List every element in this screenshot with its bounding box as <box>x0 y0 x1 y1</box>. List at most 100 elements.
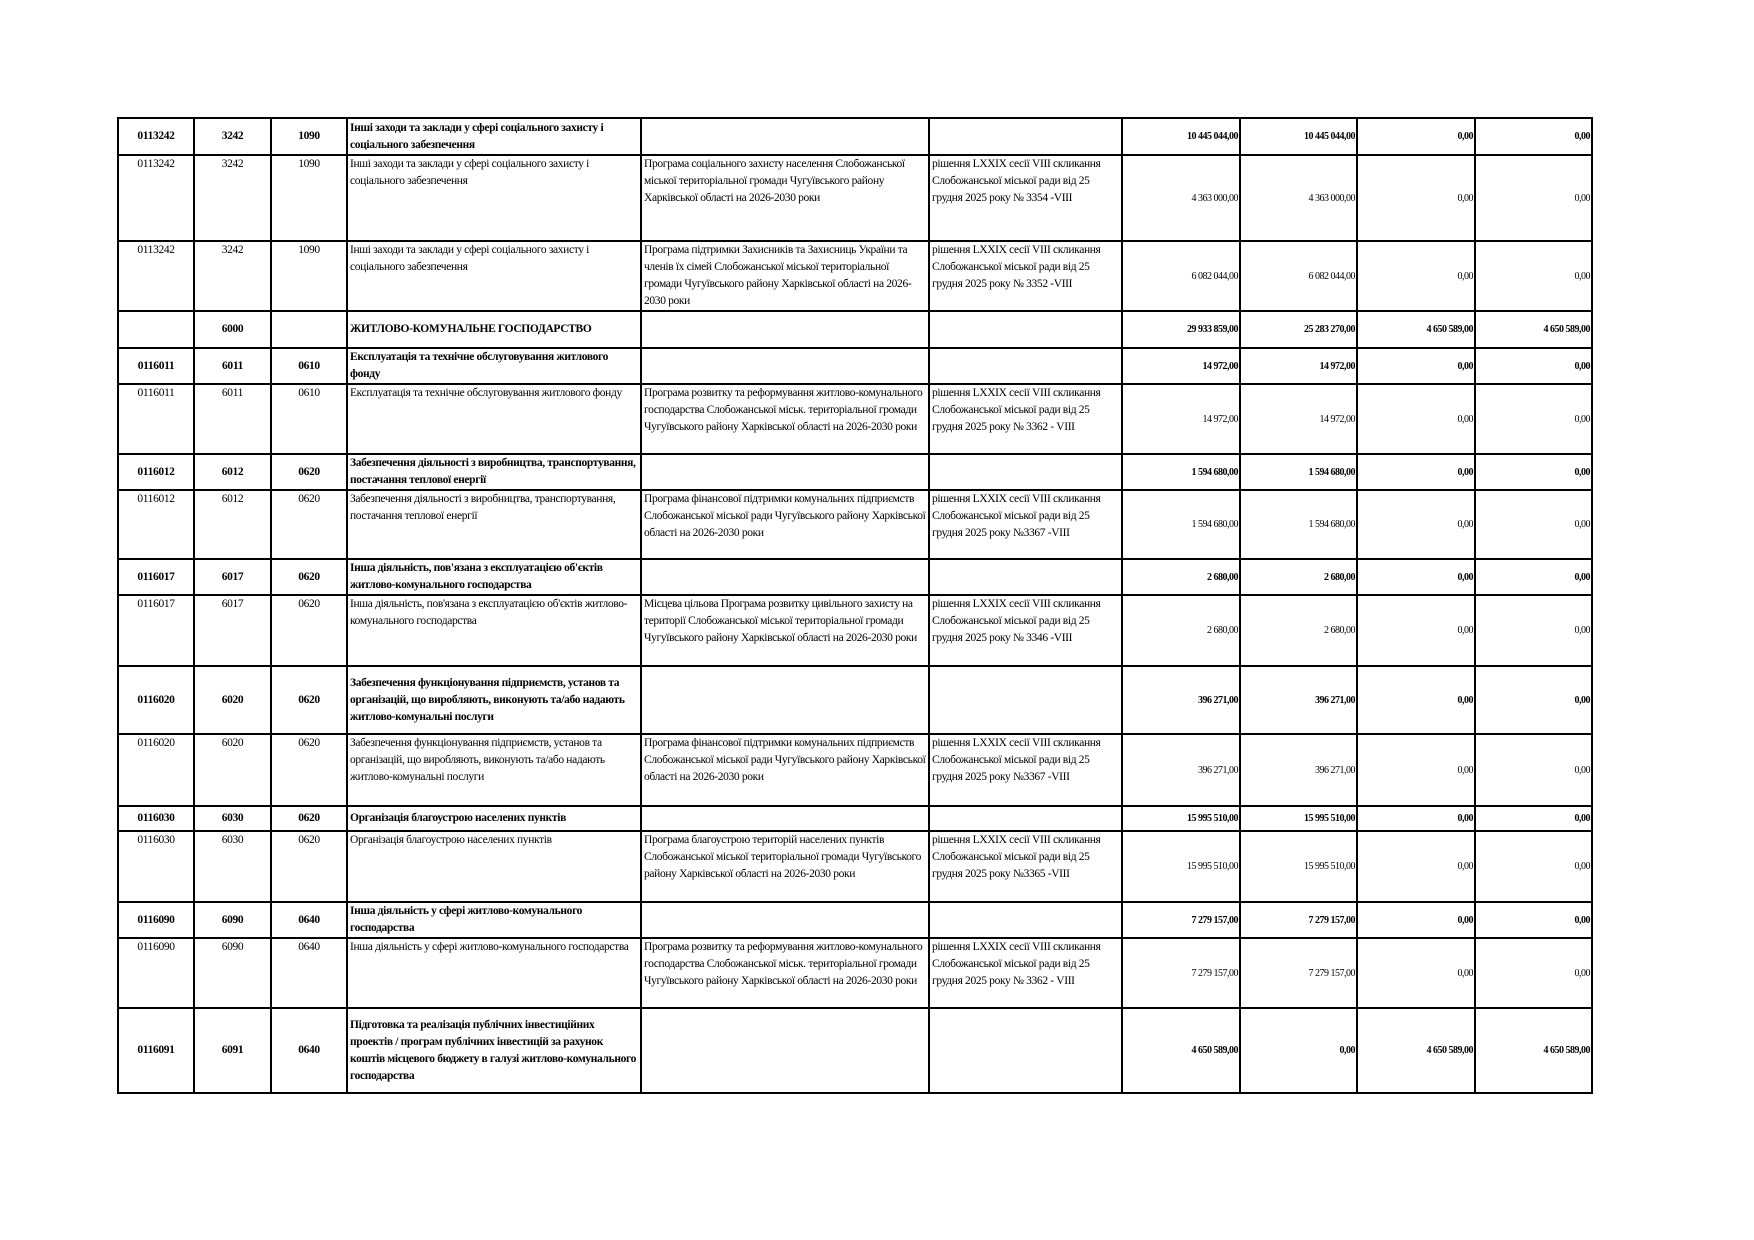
special-fund-cell: 4 650 589,00 <box>1356 310 1476 349</box>
decision-cell: рішення LXXIX сесії VIII скликання Слобо… <box>928 594 1123 667</box>
kvk-code-cell: 6030 <box>193 805 272 832</box>
local-program-cell <box>640 665 930 735</box>
total-amount-cell: 14 972,00 <box>1121 383 1241 455</box>
program-code-cell: 0116012 <box>117 489 195 560</box>
local-program-cell: Програма фінансової підтримки комунальни… <box>640 733 930 807</box>
local-program-cell: Програма розвитку та реформування житлов… <box>640 383 930 455</box>
special-fund-cell: 0,00 <box>1356 733 1476 807</box>
development-budget-cell: 0,00 <box>1474 117 1593 156</box>
local-program-cell <box>640 453 930 491</box>
table-row: 0116030 6030 0620 Організація благоустрою н… <box>117 830 1593 903</box>
development-budget-cell: 0,00 <box>1474 901 1593 939</box>
special-fund-cell: 4 650 589,00 <box>1356 1007 1476 1094</box>
program-name-cell: Підготовка та реалізація публічних інвес… <box>346 1007 642 1094</box>
local-program-cell <box>640 347 930 385</box>
program-code-cell: 0116017 <box>117 594 195 667</box>
development-budget-cell: 4 650 589,00 <box>1474 310 1593 349</box>
decision-cell <box>928 1007 1123 1094</box>
development-budget-cell: 0,00 <box>1474 830 1593 903</box>
development-budget-cell: 0,00 <box>1474 489 1593 560</box>
program-name-cell: Інша діяльність, пов'язана з експлуатаці… <box>346 558 642 596</box>
special-fund-cell: 0,00 <box>1356 937 1476 1009</box>
local-program-cell <box>640 310 930 349</box>
program-code-cell: 0116011 <box>117 347 195 385</box>
table-row: 0116090 6090 0640 Інша діяльність у сфері ж… <box>117 937 1593 1009</box>
kvk-code-cell: 6090 <box>193 937 272 1009</box>
decision-cell: рішення LXXIX сесії VIII скликання Слобо… <box>928 830 1123 903</box>
kvk-code-cell: 6091 <box>193 1007 272 1094</box>
total-amount-cell: 6 082 044,00 <box>1121 240 1241 312</box>
general-fund-cell: 1 594 680,00 <box>1239 489 1358 560</box>
program-code-cell: 0113242 <box>117 117 195 156</box>
program-code-cell: 0116090 <box>117 901 195 939</box>
general-fund-cell: 396 271,00 <box>1239 665 1358 735</box>
kvk-code-cell: 6011 <box>193 383 272 455</box>
program-code-cell: 0116030 <box>117 805 195 832</box>
general-fund-cell: 2 680,00 <box>1239 558 1358 596</box>
program-name-cell: Організація благоустрою населених пункті… <box>346 805 642 832</box>
decision-cell: рішення LXXIX сесії VIII скликання Слобо… <box>928 154 1123 242</box>
development-budget-cell: 0,00 <box>1474 383 1593 455</box>
table-row: 0113242 3242 1090 Інші заходи та заклади у … <box>117 240 1593 312</box>
kfkb-code-cell: 1090 <box>270 154 348 242</box>
program-name-cell: Забезпечення функціонування підприємств,… <box>346 733 642 807</box>
local-program-cell: Програма фінансової підтримки комунальни… <box>640 489 930 560</box>
total-amount-cell: 396 271,00 <box>1121 665 1241 735</box>
total-amount-cell: 15 995 510,00 <box>1121 830 1241 903</box>
total-amount-cell: 4 363 000,00 <box>1121 154 1241 242</box>
decision-cell: рішення LXXIX сесії VIII скликання Слобо… <box>928 937 1123 1009</box>
summary-row: 0116030 6030 0620 Організація благоустрою н… <box>117 805 1593 832</box>
local-program-cell <box>640 901 930 939</box>
decision-cell <box>928 665 1123 735</box>
table-row: 0113242 3242 1090 Інші заходи та заклади у … <box>117 154 1593 242</box>
program-name-cell: Експлуатація та технічне обслуговування … <box>346 383 642 455</box>
local-program-cell: Програма благоустрою територій населених… <box>640 830 930 903</box>
development-budget-cell: 4 650 589,00 <box>1474 1007 1593 1094</box>
summary-row: 6000 ЖИТЛОВО-КОМУНАЛЬНЕ ГОСПОДАРСТВО 29 93… <box>117 310 1593 349</box>
decision-cell <box>928 310 1123 349</box>
total-amount-cell: 15 995 510,00 <box>1121 805 1241 832</box>
special-fund-cell: 0,00 <box>1356 830 1476 903</box>
program-code-cell: 0116020 <box>117 733 195 807</box>
development-budget-cell: 0,00 <box>1474 937 1593 1009</box>
kvk-code-cell: 3242 <box>193 154 272 242</box>
summary-row: 0113242 3242 1090 Інші заходи та заклади у … <box>117 117 1593 156</box>
kfkb-code-cell: 0620 <box>270 558 348 596</box>
program-name-cell: Забезпечення діяльності з виробництва, т… <box>346 489 642 560</box>
general-fund-cell: 25 283 270,00 <box>1239 310 1358 349</box>
kvk-code-cell: 6017 <box>193 594 272 667</box>
general-fund-cell: 10 445 044,00 <box>1239 117 1358 156</box>
special-fund-cell: 0,00 <box>1356 594 1476 667</box>
general-fund-cell: 14 972,00 <box>1239 347 1358 385</box>
local-program-cell: Місцева цільова Програма розвитку цивіль… <box>640 594 930 667</box>
kvk-code-cell: 6012 <box>193 453 272 491</box>
development-budget-cell: 0,00 <box>1474 240 1593 312</box>
program-name-cell: Інші заходи та заклади у сфері соціально… <box>346 240 642 312</box>
development-budget-cell: 0,00 <box>1474 805 1593 832</box>
summary-row: 0116011 6011 0610 Експлуатація та технічне … <box>117 347 1593 385</box>
kvk-code-cell: 3242 <box>193 117 272 156</box>
local-program-cell <box>640 117 930 156</box>
program-code-cell <box>117 310 195 349</box>
summary-row: 0116017 6017 0620 Інша діяльність, пов'язан… <box>117 558 1593 596</box>
general-fund-cell: 15 995 510,00 <box>1239 830 1358 903</box>
program-name-cell: Забезпечення діяльності з виробництва, т… <box>346 453 642 491</box>
special-fund-cell: 0,00 <box>1356 117 1476 156</box>
special-fund-cell: 0,00 <box>1356 665 1476 735</box>
kvk-code-cell: 6017 <box>193 558 272 596</box>
kfkb-code-cell: 0620 <box>270 489 348 560</box>
kvk-code-cell: 3242 <box>193 240 272 312</box>
general-fund-cell: 4 363 000,00 <box>1239 154 1358 242</box>
local-program-cell <box>640 558 930 596</box>
kfkb-code-cell: 0640 <box>270 901 348 939</box>
summary-row: 0116020 6020 0620 Забезпечення функціонуван… <box>117 665 1593 735</box>
summary-row: 0116012 6012 0620 Забезпечення діяльності з… <box>117 453 1593 491</box>
local-program-cell <box>640 805 930 832</box>
local-program-cell: Програма соціального захисту населення С… <box>640 154 930 242</box>
program-code-cell: 0113242 <box>117 154 195 242</box>
program-code-cell: 0116011 <box>117 383 195 455</box>
general-fund-cell: 1 594 680,00 <box>1239 453 1358 491</box>
total-amount-cell: 2 680,00 <box>1121 558 1241 596</box>
general-fund-cell: 6 082 044,00 <box>1239 240 1358 312</box>
kfkb-code-cell: 0620 <box>270 830 348 903</box>
